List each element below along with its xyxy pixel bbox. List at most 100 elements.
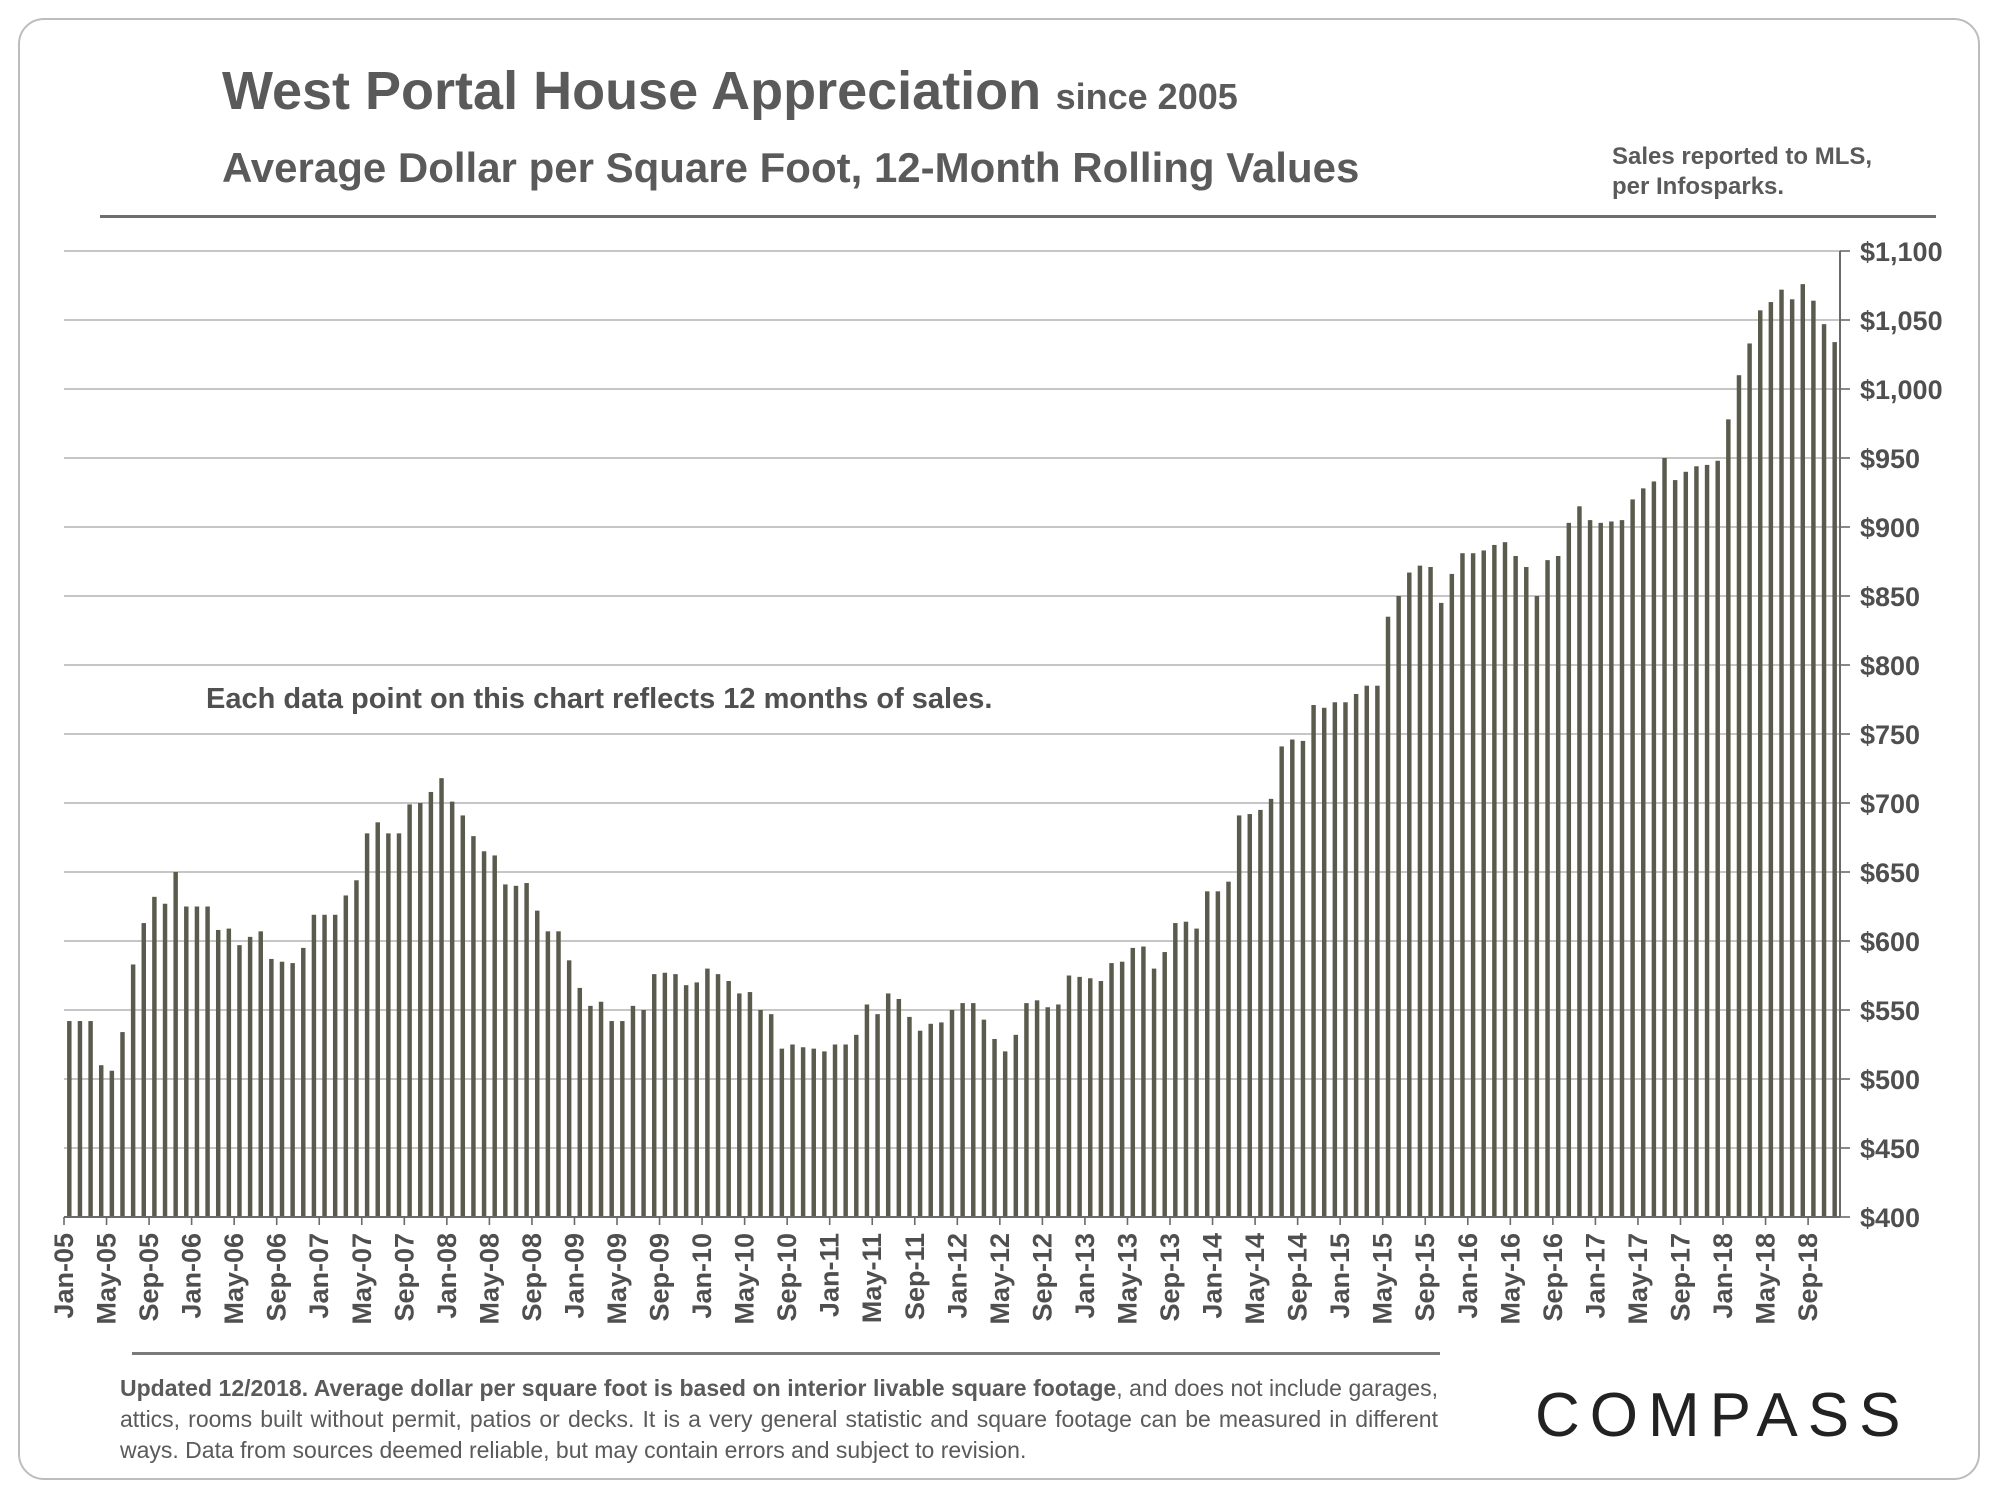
data-bar [1141, 946, 1146, 1217]
data-bar [1258, 809, 1263, 1217]
x-tick-label: Jan-12 [942, 1233, 972, 1319]
data-bar [1173, 923, 1178, 1217]
data-bar [120, 1032, 125, 1217]
data-bar [343, 895, 349, 1217]
data-bar [1577, 506, 1582, 1217]
data-bar [471, 836, 476, 1217]
data-bar [790, 1044, 795, 1217]
data-bar [503, 884, 508, 1217]
data-bar [1396, 596, 1401, 1217]
x-tick-label: Sep-06 [262, 1233, 292, 1322]
data-bar [1715, 460, 1720, 1217]
data-bar [279, 961, 285, 1217]
data-bar [811, 1048, 816, 1217]
data-bar [705, 968, 710, 1217]
data-bar [885, 993, 891, 1217]
x-tick-label: Sep-16 [1538, 1233, 1568, 1322]
data-bar [1566, 522, 1572, 1217]
data-bar [1502, 542, 1508, 1217]
data-bar [630, 1005, 636, 1217]
data-bar [226, 928, 232, 1217]
data-bar [1343, 702, 1348, 1217]
x-tick-label: Jan-15 [1325, 1233, 1355, 1319]
x-tick-label: May-16 [1495, 1233, 1525, 1325]
x-tick-label: Sep-10 [772, 1233, 802, 1322]
data-bar [1247, 814, 1253, 1217]
title-divider [100, 215, 1936, 218]
data-bar [1066, 975, 1072, 1217]
data-bar [354, 880, 359, 1217]
x-tick-label: Jan-16 [1453, 1233, 1483, 1319]
data-bar [152, 896, 157, 1217]
data-bar [1800, 284, 1806, 1217]
data-bar [1013, 1034, 1019, 1217]
data-bar [1694, 466, 1699, 1217]
data-bar [1226, 881, 1231, 1217]
data-bar [205, 906, 210, 1217]
data-bar [662, 972, 668, 1217]
data-bar [1758, 310, 1763, 1218]
data-bar [1683, 471, 1689, 1217]
data-bar [194, 906, 200, 1217]
data-bar [588, 1005, 593, 1217]
data-bar [130, 964, 136, 1217]
y-tick-label: $500 [1860, 1065, 1920, 1095]
x-tick-label: Jan-17 [1580, 1233, 1610, 1319]
x-tick-label: Jan-13 [1070, 1233, 1100, 1319]
data-bar [1098, 981, 1104, 1217]
data-bar [237, 945, 242, 1217]
data-bar [1630, 499, 1635, 1217]
data-bar [173, 872, 178, 1217]
data-bar [1428, 567, 1433, 1217]
x-tick-label: Sep-11 [900, 1233, 930, 1320]
y-tick-label: $750 [1860, 720, 1920, 750]
footer-divider [132, 1352, 1440, 1355]
data-bar [1662, 458, 1667, 1217]
y-tick-label: $1,000 [1860, 375, 1943, 405]
x-tick-label: Jan-18 [1708, 1233, 1738, 1319]
data-bar [715, 974, 721, 1217]
data-bar [1332, 702, 1338, 1217]
data-bar [1438, 602, 1444, 1217]
data-bar [1183, 921, 1189, 1217]
data-bar [1162, 952, 1167, 1217]
data-bar [375, 822, 380, 1217]
data-bar [843, 1044, 848, 1217]
data-bar [258, 931, 263, 1217]
data-bar [1407, 572, 1412, 1217]
data-bar [566, 960, 572, 1217]
data-bar [875, 1014, 880, 1217]
data-bar [1641, 488, 1646, 1217]
data-bar [694, 982, 699, 1217]
data-bar [269, 958, 274, 1217]
data-bar [1056, 1004, 1061, 1217]
data-bar [1279, 746, 1284, 1217]
data-bar [768, 1014, 774, 1217]
data-bar [1524, 567, 1529, 1217]
y-tick-label: $700 [1860, 789, 1920, 819]
data-bar [598, 1001, 604, 1217]
data-bar [77, 1021, 83, 1217]
data-bar [162, 903, 168, 1217]
data-bar [1587, 520, 1593, 1217]
data-bar [864, 1004, 870, 1217]
x-tick-label: Jan-11 [815, 1233, 845, 1317]
x-tick-label: May-17 [1623, 1233, 1653, 1325]
data-bar [1789, 299, 1795, 1217]
x-tick-label: Sep-12 [1027, 1233, 1057, 1322]
x-tick-label: May-15 [1368, 1233, 1398, 1325]
x-tick-label: Sep-08 [517, 1233, 547, 1322]
data-bar [1470, 553, 1476, 1217]
data-bar [247, 936, 253, 1217]
x-tick-label: Sep-15 [1410, 1233, 1440, 1322]
data-bar [896, 998, 902, 1217]
data-bar [577, 987, 583, 1217]
data-bar [1609, 521, 1614, 1217]
x-tick-label: Sep-14 [1283, 1233, 1313, 1322]
data-bar [928, 1023, 933, 1217]
data-bar [1077, 976, 1082, 1217]
footer-disclaimer: Updated 12/2018. Average dollar per squa… [120, 1373, 1438, 1466]
data-bar [1268, 798, 1274, 1217]
data-bar [1832, 342, 1837, 1218]
data-bar [386, 833, 391, 1217]
